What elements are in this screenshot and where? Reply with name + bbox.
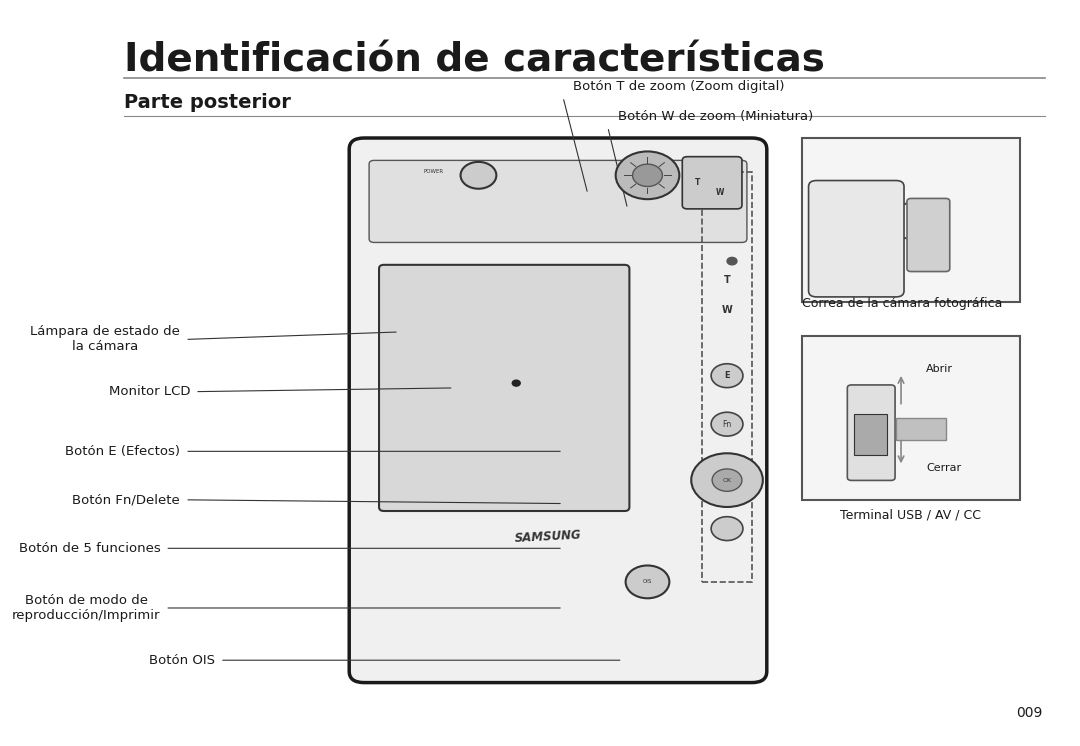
Text: Botón W de zoom (Miniatura): Botón W de zoom (Miniatura)	[618, 110, 813, 123]
FancyBboxPatch shape	[369, 160, 747, 242]
Text: Botón E (Efectos): Botón E (Efectos)	[65, 445, 180, 458]
Text: Cerrar: Cerrar	[926, 463, 961, 474]
Text: Terminal USB / AV / CC: Terminal USB / AV / CC	[840, 509, 982, 521]
FancyBboxPatch shape	[896, 418, 946, 440]
FancyBboxPatch shape	[809, 181, 904, 297]
Text: Monitor LCD: Monitor LCD	[109, 385, 190, 398]
Text: Correa de la cámara fotográfica: Correa de la cámara fotográfica	[801, 297, 1002, 310]
Circle shape	[512, 380, 521, 386]
FancyBboxPatch shape	[848, 385, 895, 480]
Text: Lámpara de estado de
la cámara: Lámpara de estado de la cámara	[30, 325, 180, 354]
Circle shape	[625, 565, 670, 598]
Text: T: T	[724, 275, 730, 286]
Text: 009: 009	[1016, 706, 1042, 720]
Text: OIS: OIS	[643, 580, 652, 584]
Text: W: W	[716, 189, 725, 198]
FancyBboxPatch shape	[379, 265, 630, 511]
Text: Botón T de zoom (Zoom digital): Botón T de zoom (Zoom digital)	[572, 81, 784, 93]
Text: Botón de modo de
reproducción/Imprimir: Botón de modo de reproducción/Imprimir	[12, 594, 160, 622]
Text: T: T	[694, 178, 700, 187]
Text: Botón Fn/Delete: Botón Fn/Delete	[72, 493, 180, 507]
Circle shape	[691, 454, 762, 507]
Circle shape	[711, 413, 743, 436]
FancyBboxPatch shape	[801, 336, 1021, 500]
Circle shape	[711, 364, 743, 388]
Circle shape	[727, 257, 737, 265]
Text: ⌒: ⌒	[899, 199, 923, 241]
Text: Identificación de características: Identificación de características	[123, 41, 824, 79]
Text: SAMSUNG: SAMSUNG	[514, 529, 582, 545]
FancyBboxPatch shape	[349, 138, 767, 683]
FancyBboxPatch shape	[801, 138, 1021, 302]
Text: Fn: Fn	[723, 420, 731, 429]
Circle shape	[711, 517, 743, 541]
Circle shape	[616, 151, 679, 199]
Text: Parte posterior: Parte posterior	[123, 93, 291, 112]
Text: Abrir: Abrir	[926, 364, 953, 374]
Text: E: E	[725, 372, 730, 380]
FancyBboxPatch shape	[907, 198, 949, 272]
Circle shape	[712, 469, 742, 492]
Circle shape	[460, 162, 497, 189]
Text: Botón OIS: Botón OIS	[149, 653, 215, 667]
FancyBboxPatch shape	[683, 157, 742, 209]
Text: POWER: POWER	[423, 169, 444, 174]
Text: Botón de 5 funciones: Botón de 5 funciones	[18, 542, 160, 555]
Text: OK: OK	[723, 477, 731, 483]
FancyBboxPatch shape	[854, 414, 887, 455]
Circle shape	[633, 164, 662, 186]
Text: W: W	[721, 305, 732, 316]
